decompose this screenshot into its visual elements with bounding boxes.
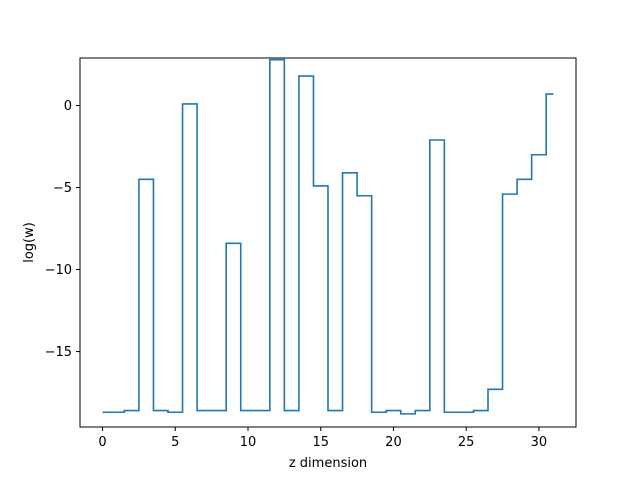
series-line-0 — [102, 58, 554, 415]
x-tick-label: 20 — [385, 435, 402, 450]
plot-frame — [79, 57, 577, 428]
y-tick-label: −10 — [45, 263, 72, 278]
y-axis-label: log(w) — [22, 222, 37, 263]
y-tick-label: 0 — [64, 99, 72, 114]
x-tick-label: 15 — [312, 435, 329, 450]
x-tick-label: 5 — [171, 435, 179, 450]
x-axis-label: z dimension — [289, 456, 367, 471]
x-tick-label: 30 — [531, 435, 548, 450]
x-tick-label: 10 — [240, 435, 257, 450]
x-tick-label: 0 — [98, 435, 106, 450]
series-layer — [102, 58, 554, 415]
x-tick-label: 25 — [458, 435, 475, 450]
y-tick-label: −15 — [45, 345, 72, 360]
y-axis: −15 −10 −5 0 — [45, 99, 80, 360]
x-axis: 0 5 10 15 20 25 30 — [98, 427, 547, 450]
y-tick-label: −5 — [53, 181, 72, 196]
